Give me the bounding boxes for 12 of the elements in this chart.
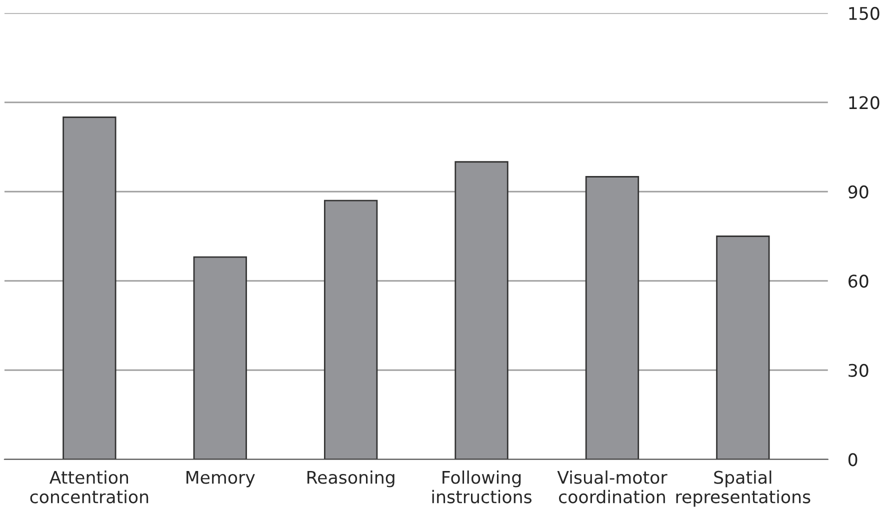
y-tick-label: 0 xyxy=(848,453,858,466)
y-tick-label: 60 xyxy=(848,274,868,288)
y-tick-label: 150 xyxy=(849,6,880,20)
y-tick-label: 120 xyxy=(849,96,880,110)
y-tick-label: 30 xyxy=(848,364,868,377)
x-tick-label: Memory xyxy=(186,471,255,488)
x-tick-label: Attention concentration xyxy=(30,470,148,504)
x-tick-label: Visual-motor coordination xyxy=(557,470,668,504)
x-tick-label: Spatial representations xyxy=(676,470,810,507)
y-tick-label: 90 xyxy=(848,185,868,198)
x-tick-label: Reasoning xyxy=(307,470,394,488)
x-tick-label: Following instructions xyxy=(432,470,532,504)
